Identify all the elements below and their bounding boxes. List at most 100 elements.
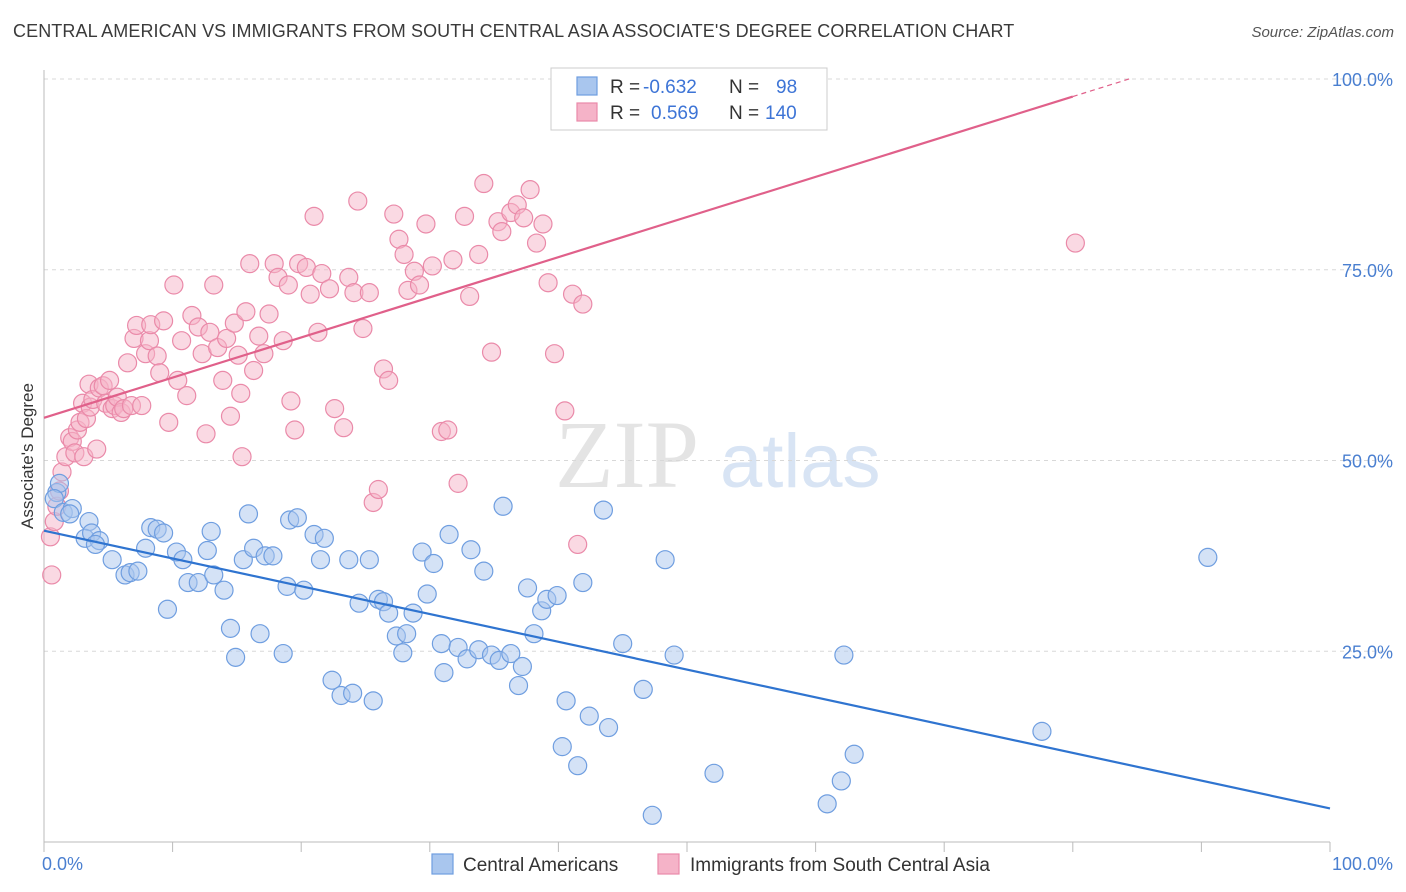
immigrants-south-central-asia-point-49 — [204, 275, 224, 295]
central-americans-point-42 — [310, 550, 331, 570]
trend-line-immigrants-south-central-asia — [43, 95, 1074, 419]
central-americans-point-79 — [547, 585, 567, 606]
central-americans-point-93 — [817, 794, 837, 814]
central-americans-point-90 — [655, 550, 675, 570]
central-americans-point-49 — [359, 550, 379, 570]
central-americans-point-5 — [60, 504, 80, 524]
immigrants-south-central-asia-point-73 — [304, 206, 324, 226]
central-americans-point-11 — [102, 550, 122, 570]
immigrants-south-central-asia-point-117 — [568, 534, 588, 555]
immigrants-south-central-asia-point-90 — [394, 244, 414, 265]
stats-n-value-blue: 98 — [776, 77, 797, 98]
immigrants-south-central-asia-point-118 — [573, 294, 593, 314]
y-axis-tick-labels: 25.0% 50.0% 75.0% 100.0% — [1332, 70, 1393, 662]
immigrants-south-central-asia-point-104 — [481, 342, 502, 362]
immigrants-south-central-asia-point-82 — [353, 318, 373, 339]
immigrants-south-central-asia-point-103 — [474, 173, 494, 194]
source-label: Source: ZipAtlas.com — [1251, 24, 1394, 41]
immigrants-south-central-asia-point-53 — [220, 406, 241, 426]
y-tick-label-50: 50.0% — [1342, 452, 1393, 472]
immigrants-south-central-asia-point-18 — [87, 439, 107, 459]
immigrants-south-central-asia-point-54 — [224, 313, 244, 333]
immigrants-south-central-asia-point-102 — [469, 244, 489, 265]
central-americans-point-44 — [322, 670, 342, 690]
stats-legend-swatch-pink — [576, 102, 598, 122]
central-americans-point-92 — [704, 763, 724, 783]
central-americans-point-86 — [593, 500, 614, 520]
immigrants-south-central-asia-point-100 — [454, 206, 475, 226]
legend-label-immigrants-south-central-asia: Immigrants from South Central Asia — [690, 855, 990, 876]
central-americans-point-18 — [153, 523, 174, 543]
central-americans-point-36 — [273, 643, 293, 664]
immigrants-south-central-asia-point-68 — [281, 391, 301, 411]
immigrants-south-central-asia-point-43 — [177, 386, 197, 406]
central-americans-point-83 — [573, 572, 593, 593]
immigrants-south-central-asia-point-85 — [368, 479, 388, 500]
legend-label-central-americans: Central Americans — [463, 855, 618, 876]
immigrants-south-central-asia-point-97 — [438, 420, 458, 440]
stats-r-value-pink: 0.569 — [651, 103, 699, 124]
central-americans-point-95 — [831, 771, 851, 791]
immigrants-south-central-asia-point-119 — [1065, 233, 1085, 253]
immigrants-south-central-asia-point-77 — [325, 399, 345, 419]
immigrants-south-central-asia-point-87 — [379, 370, 399, 390]
immigrants-south-central-asia-point-115 — [555, 401, 575, 421]
y-axis-title: Associate's Degree — [18, 383, 37, 529]
central-americans-point-57 — [403, 603, 423, 623]
immigrants-south-central-asia-point-67 — [278, 275, 298, 295]
stats-r-label-blue: R = — [610, 77, 640, 98]
central-americans-point-2 — [44, 489, 64, 509]
central-americans-point-59 — [417, 584, 437, 604]
central-americans-point-26 — [204, 565, 224, 585]
stats-legend-swatch-blue — [576, 76, 598, 96]
immigrants-south-central-asia-point-32 — [132, 395, 152, 416]
central-americans-point-97 — [1032, 721, 1052, 741]
immigrants-south-central-asia-point-110 — [520, 180, 540, 200]
central-americans-point-19 — [157, 599, 178, 619]
central-americans-point-68 — [474, 561, 494, 581]
immigrants-south-central-asia-point-57 — [232, 447, 252, 467]
central-americans-point-55 — [393, 643, 413, 663]
series-legend: Central Americans Immigrants from South … — [431, 853, 990, 876]
central-americans-point-96 — [844, 744, 864, 764]
central-americans-point-66 — [461, 540, 481, 560]
central-americans-point-84 — [579, 706, 599, 726]
central-americans-point-43 — [314, 528, 334, 548]
immigrants-south-central-asia-point-56 — [231, 383, 251, 403]
immigrants-south-central-asia-point-39 — [159, 412, 179, 432]
central-americans-point-63 — [439, 524, 459, 545]
central-americans-point-76 — [524, 624, 544, 644]
central-americans-point-35 — [263, 546, 283, 566]
stats-r-value-blue: -0.632 — [643, 77, 697, 98]
series-immigrants-south-central-asia — [40, 173, 1085, 585]
stats-legend: R = -0.632 N = 98 R = 0.569 N = 140 — [550, 67, 828, 131]
immigrants-south-central-asia-point-113 — [538, 273, 558, 293]
central-americans-point-47 — [343, 683, 363, 703]
immigrants-south-central-asia-point-59 — [240, 254, 260, 274]
immigrants-south-central-asia-point-47 — [196, 424, 216, 444]
immigrants-south-central-asia-point-38 — [153, 311, 174, 331]
central-americans-point-94 — [834, 645, 854, 665]
central-americans-point-88 — [633, 679, 653, 700]
central-americans-point-46 — [339, 550, 359, 570]
central-americans-point-33 — [250, 624, 270, 644]
immigrants-south-central-asia-point-51 — [213, 370, 233, 390]
immigrants-south-central-asia-point-22 — [99, 370, 120, 390]
immigrants-south-central-asia-point-69 — [285, 420, 305, 440]
stats-r-label-pink: R = — [610, 103, 640, 124]
immigrants-south-central-asia-point-88 — [384, 204, 404, 224]
central-americans-point-10 — [85, 534, 106, 555]
central-americans-point-75 — [517, 578, 538, 598]
immigrants-south-central-asia-point-61 — [249, 326, 269, 346]
immigrants-south-central-asia-point-83 — [359, 283, 379, 303]
central-americans-point-80 — [552, 737, 572, 757]
central-americans-point-31 — [238, 504, 259, 524]
central-americans-point-81 — [556, 691, 576, 711]
trend-line-central-americans — [43, 529, 1331, 810]
central-americans-point-14 — [128, 561, 148, 581]
x-tick-label-min: 0.0% — [42, 854, 83, 874]
central-americans-point-23 — [188, 572, 208, 593]
immigrants-south-central-asia-point-95 — [422, 256, 442, 276]
central-americans-point-39 — [287, 508, 307, 528]
immigrants-south-central-asia-point-40 — [164, 275, 184, 295]
